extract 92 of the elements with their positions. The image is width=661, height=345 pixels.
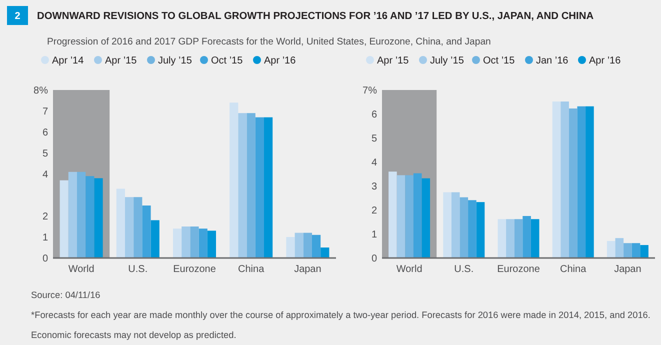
y-tick-label: 7: [42, 106, 48, 118]
chart-title: DOWNWARD REVISIONS TO GLOBAL GROWTH PROJECTIONS FOR ’16 AND ’17 LED BY U.S., JAPAN, AND CHINA: [37, 11, 594, 22]
bar: [422, 178, 430, 258]
bar: [606, 240, 616, 258]
bar: [286, 237, 295, 258]
legend-label: July ’15: [158, 56, 192, 66]
y-tick-label: 2: [371, 206, 378, 216]
source-note: Source: 04/11/16: [31, 290, 100, 300]
bar: [522, 216, 531, 258]
legend-label: Apr ’16: [589, 56, 622, 66]
bar: [182, 226, 190, 258]
bar: [207, 230, 216, 258]
y-tick-label: 1: [42, 232, 48, 244]
y-tick-label: 5: [42, 148, 48, 160]
bar: [320, 248, 330, 258]
x-tick-label: Japan: [294, 264, 322, 275]
y-tick-label: 6: [42, 128, 48, 138]
y-tick-label: 3: [371, 182, 378, 192]
y-tick-label: 4: [371, 158, 378, 168]
text: *Forecasts for each year are made monthly over the course of approximately a two-year period. Forecasts for 2016 were made in 2014, 2015, and 2016.: [31, 310, 650, 320]
bar: [150, 220, 160, 258]
x-tick-label: Eurozone: [173, 264, 216, 275]
bar: [60, 180, 68, 258]
bar: [405, 175, 414, 258]
bar: [77, 172, 86, 258]
x-tick-label: Japan: [614, 264, 642, 275]
legend-label: July ’15: [430, 56, 464, 66]
x-tick-label: U.S.: [454, 264, 474, 275]
bar: [577, 106, 586, 258]
bar: [640, 245, 648, 258]
bar: [116, 188, 125, 258]
legend-label: Oct ’15: [211, 56, 244, 66]
bar: [632, 243, 640, 258]
y-tick-label: 5: [371, 134, 378, 144]
bar: [68, 172, 77, 258]
y-tick-label: 2: [42, 212, 48, 222]
legend-label: Jan ’16: [536, 56, 569, 66]
bar: [190, 226, 199, 258]
bar: [506, 219, 514, 258]
x-tick-label: Eurozone: [497, 264, 540, 275]
bar: [172, 228, 182, 258]
bar: [615, 238, 624, 258]
bar: [560, 102, 569, 258]
bar: [514, 219, 523, 258]
bar: [124, 197, 134, 258]
bar: [303, 232, 312, 258]
bar: [552, 102, 561, 258]
bar: [294, 232, 304, 258]
legend-label: Apr ’16: [264, 56, 296, 66]
text: Economic forecasts may not develop as predicted.: [31, 330, 236, 340]
legend-label: Oct ’15: [483, 56, 516, 66]
bar: [198, 228, 208, 258]
bar: [255, 117, 264, 258]
bar: [530, 219, 540, 258]
bar: [134, 197, 142, 258]
y-tick-label: 7%: [362, 86, 378, 96]
y-tick-label: 8%: [34, 86, 48, 96]
legend-label: Apr ’15: [377, 56, 410, 66]
bar: [312, 234, 321, 258]
y-tick-label: 6: [371, 110, 378, 120]
x-tick-label: U.S.: [128, 264, 148, 275]
y-tick-label: 0: [371, 254, 378, 264]
bar: [498, 219, 506, 258]
bar: [230, 102, 238, 258]
bar: [142, 206, 151, 258]
bar: [624, 243, 632, 258]
bar: [246, 113, 256, 258]
bar: [388, 172, 397, 258]
bar: [86, 176, 94, 258]
text: 2: [14, 11, 21, 22]
bar: [476, 202, 485, 258]
bar: [94, 178, 103, 258]
bar: [238, 113, 247, 258]
bar: [451, 192, 460, 258]
bar: [264, 117, 273, 258]
bar: [586, 106, 594, 258]
bar: [460, 197, 468, 258]
legend-label: Apr ’15: [105, 56, 138, 66]
chart-subtitle: Progression of 2016 and 2017 GDP Forecasts for the World, United States, Eurozone, China, and Japan: [47, 36, 491, 48]
bar: [443, 192, 452, 258]
bar: [396, 175, 406, 258]
bar: [413, 173, 422, 258]
x-tick-label: China: [560, 264, 587, 275]
y-tick-label: 1: [371, 230, 378, 240]
y-tick-label: 0: [42, 254, 48, 264]
x-tick-label: World: [68, 264, 94, 275]
x-tick-label: World: [396, 264, 422, 275]
x-tick-label: China: [238, 264, 265, 275]
bar: [468, 200, 476, 258]
legend-label: Apr ’14: [52, 56, 84, 66]
y-tick-label: 4: [42, 170, 48, 180]
bar: [568, 108, 578, 258]
